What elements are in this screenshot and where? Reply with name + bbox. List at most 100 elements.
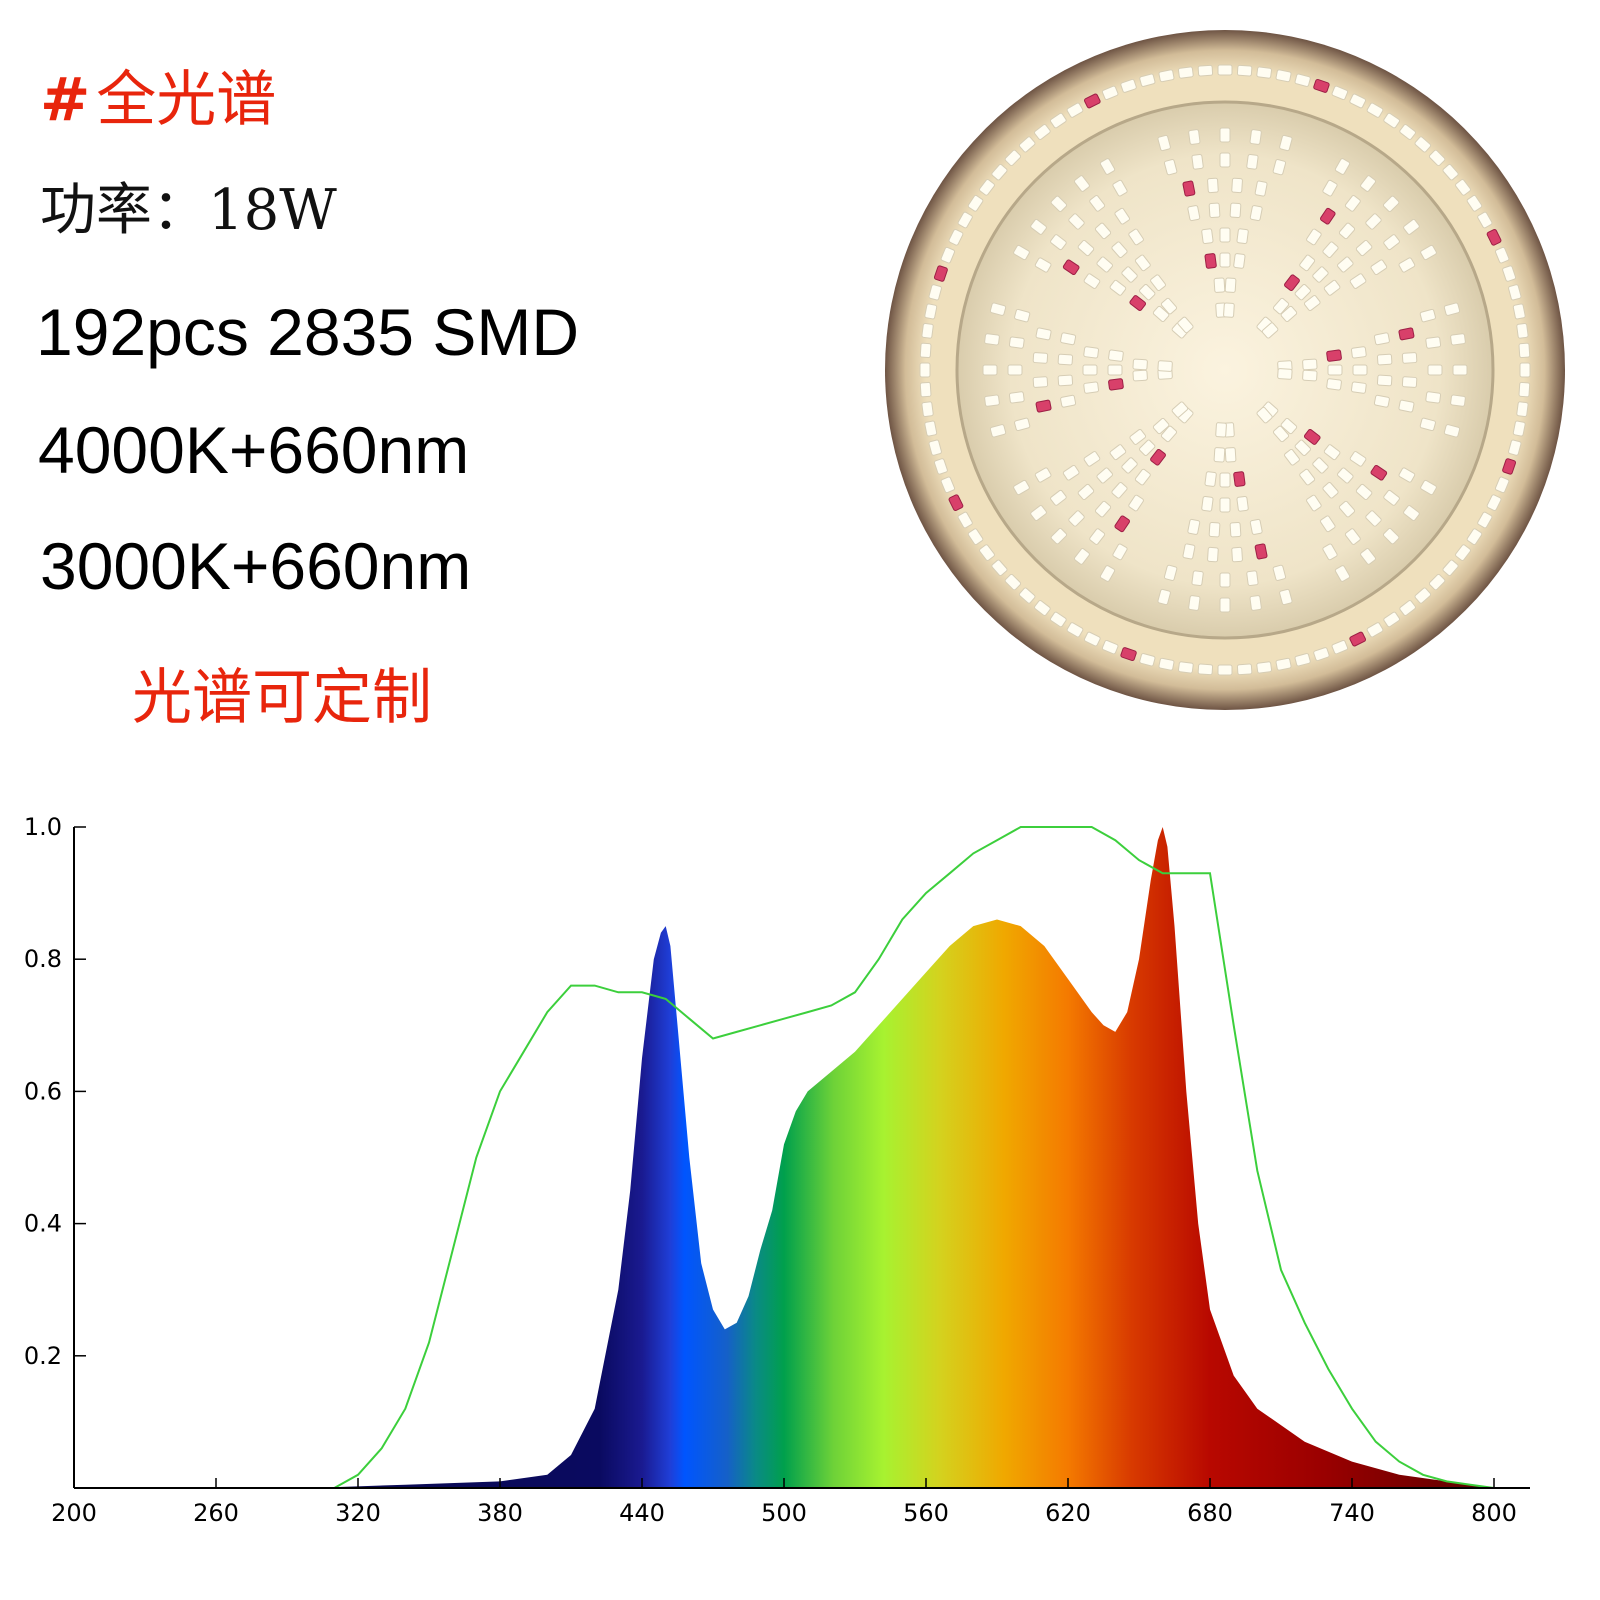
red-led (1398, 327, 1415, 341)
white-led (1082, 364, 1098, 376)
y-tick-label: 0.2 (24, 1342, 62, 1370)
y-tick-label: 0.8 (24, 945, 62, 973)
x-tick-label: 560 (903, 1499, 949, 1527)
red-led (1233, 471, 1246, 487)
white-led (991, 559, 1008, 577)
white-led (1349, 451, 1367, 467)
white-led (1035, 327, 1052, 341)
white-led (1256, 661, 1273, 674)
white-led (1219, 497, 1231, 513)
white-led (940, 476, 956, 494)
customizable-spectrum-note: 光谱可定制 (132, 663, 432, 733)
white-led (984, 333, 1000, 346)
x-tick-label: 680 (1187, 1499, 1233, 1527)
white-led (1197, 64, 1214, 77)
white-led (1163, 564, 1178, 581)
white-led (1452, 364, 1468, 376)
white-led (1089, 195, 1106, 212)
white-led (1034, 467, 1052, 483)
white-led (1383, 112, 1400, 129)
white-led (1077, 483, 1095, 501)
white-led (1256, 66, 1273, 79)
white-led (1399, 124, 1416, 140)
white-led (1018, 587, 1036, 604)
white-led (1284, 448, 1300, 466)
white-led (1188, 129, 1201, 145)
white-led (991, 163, 1008, 181)
x-tick-label: 380 (477, 1499, 523, 1527)
white-led (1303, 295, 1321, 311)
white-led (1201, 495, 1214, 512)
white-led (1294, 439, 1311, 456)
white-led (1383, 234, 1400, 251)
white-led (1224, 447, 1237, 463)
white-led (1188, 595, 1201, 611)
white-led (1383, 528, 1400, 545)
white-led (1208, 521, 1221, 538)
white-led (1236, 495, 1249, 512)
white-led (1376, 353, 1393, 366)
red-led (1326, 349, 1342, 362)
white-led (1030, 219, 1047, 235)
white-led (1187, 518, 1201, 535)
white-led (1302, 358, 1318, 371)
white-led (1083, 346, 1100, 359)
white-led (1327, 364, 1343, 376)
white-led (1157, 360, 1173, 372)
white-led (989, 302, 1007, 316)
white-led (1280, 417, 1298, 435)
white-led (1207, 177, 1219, 194)
white-led (1030, 505, 1047, 521)
white-led (1219, 252, 1231, 268)
white-led (1450, 333, 1466, 346)
white-led (1477, 511, 1493, 529)
white-led (1350, 346, 1367, 359)
white-led (1246, 153, 1259, 170)
spectrum-option-3000k: 3000K+660nm (40, 529, 472, 603)
white-led (940, 246, 956, 264)
white-led (1219, 127, 1231, 143)
white-led (1050, 234, 1067, 251)
white-led (1112, 179, 1128, 197)
red-led (1084, 93, 1101, 109)
white-led (1083, 273, 1101, 289)
white-led (1428, 573, 1446, 591)
title-text: 全光谱 (96, 65, 277, 135)
white-led (1246, 570, 1259, 587)
white-led (1101, 85, 1119, 101)
white-led (1050, 489, 1067, 506)
x-tick-label: 260 (193, 1499, 239, 1527)
white-led (1171, 401, 1189, 418)
white-led (1299, 254, 1316, 272)
white-led (1272, 159, 1287, 176)
white-led (1254, 180, 1268, 197)
white-led (1401, 376, 1418, 388)
y-tick-label: 0.4 (24, 1210, 62, 1238)
hash-icon: # (40, 65, 91, 135)
white-led (1224, 277, 1237, 293)
white-led (1519, 362, 1531, 378)
white-led (1074, 548, 1090, 565)
white-led (1083, 451, 1101, 467)
white-led (1129, 429, 1147, 445)
white-led (1425, 336, 1442, 349)
white-led (1338, 222, 1356, 240)
white-led (1280, 305, 1298, 323)
white-led (1084, 631, 1101, 647)
red-led (1108, 378, 1124, 391)
white-led (967, 195, 984, 212)
white-led (1207, 546, 1219, 563)
red-led (1150, 448, 1166, 466)
white-led (1350, 381, 1367, 394)
lamp-face (955, 100, 1495, 640)
white-led (1403, 505, 1420, 521)
white-led (1208, 202, 1221, 219)
white-led (1312, 457, 1329, 474)
white-led (1004, 149, 1022, 167)
white-led (1294, 73, 1311, 87)
white-led (1427, 364, 1443, 376)
white-led (1403, 219, 1420, 235)
white-led (1320, 515, 1336, 533)
white-led (1182, 543, 1196, 560)
white-led (1494, 246, 1510, 264)
